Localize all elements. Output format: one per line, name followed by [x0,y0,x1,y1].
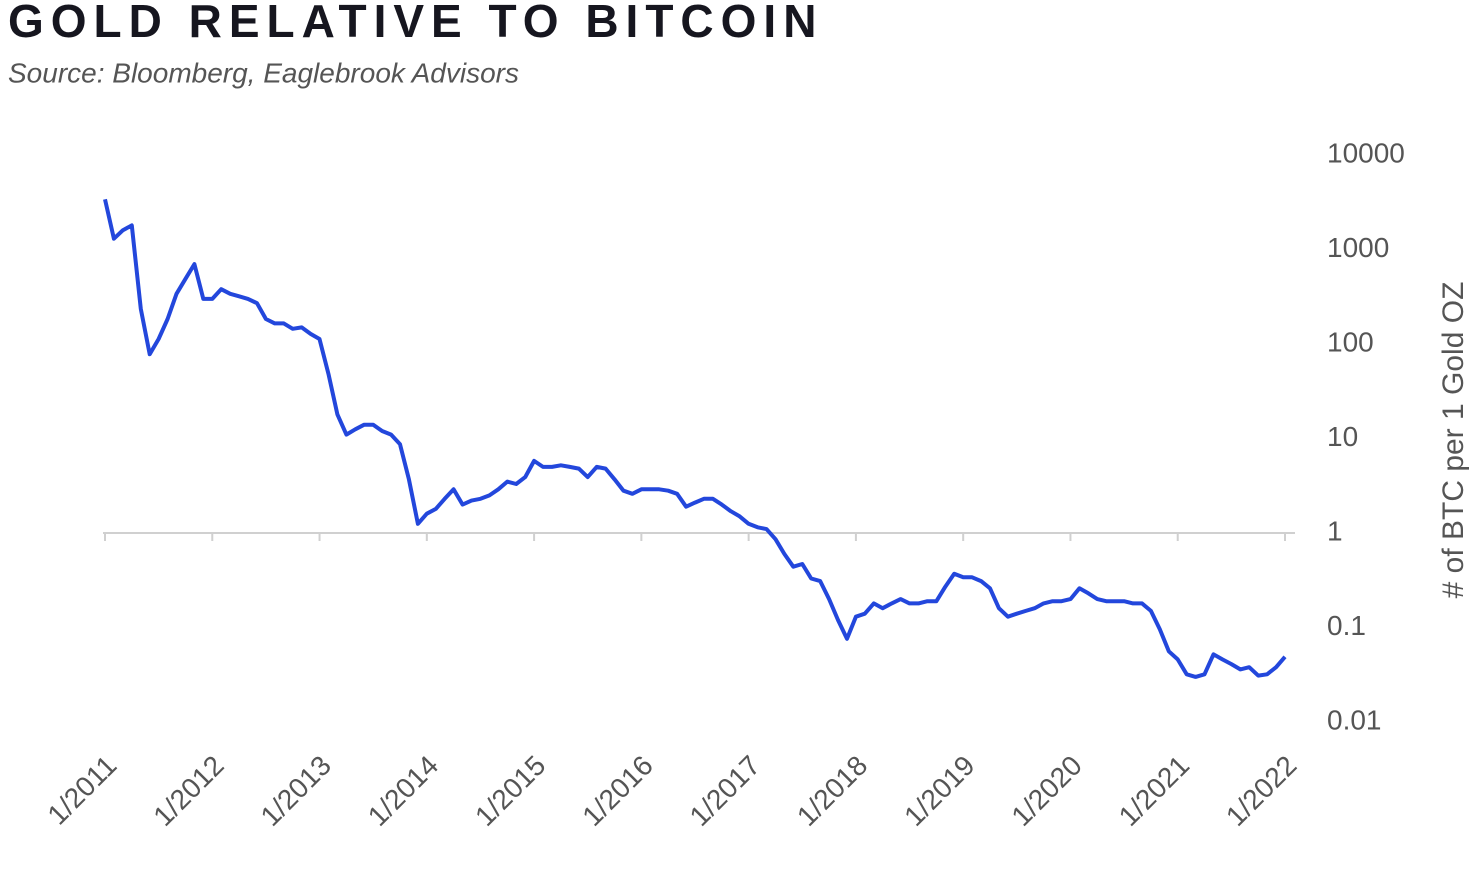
y-tick-label: 100 [1327,326,1374,357]
x-tick-label: 1/2011 [41,750,122,831]
x-tick-label: 1/2016 [576,750,658,832]
y-tick-label: 10 [1327,421,1358,452]
x-tick-label: 1/2012 [147,750,229,832]
x-tick-label: 1/2022 [1220,750,1302,832]
chart-subtitle: Source: Bloomberg, Eaglebrook Advisors [8,57,519,88]
x-tick-label: 1/2014 [362,750,444,832]
x-tick-label: 1/2020 [1005,750,1087,832]
y-tick-label: 0.1 [1327,610,1366,641]
chart-title: GOLD RELATIVE TO BITCOIN [8,0,823,47]
x-tick-label: 1/2017 [684,750,766,832]
x-tick-label: 1/2019 [898,750,980,832]
y-tick-label: 10000 [1327,137,1405,168]
y-axis-title: # of BTC per 1 Gold OZ [1437,282,1470,599]
x-tick-label: 1/2013 [255,750,337,832]
x-tick-label: 1/2021 [1113,750,1195,832]
y-tick-label: 0.01 [1327,704,1382,735]
x-tick-label: 1/2015 [469,750,551,832]
data-line [103,198,1287,679]
y-tick-label: 1000 [1327,232,1389,263]
y-tick-label: 1 [1327,515,1343,546]
x-tick-label: 1/2018 [791,750,873,832]
